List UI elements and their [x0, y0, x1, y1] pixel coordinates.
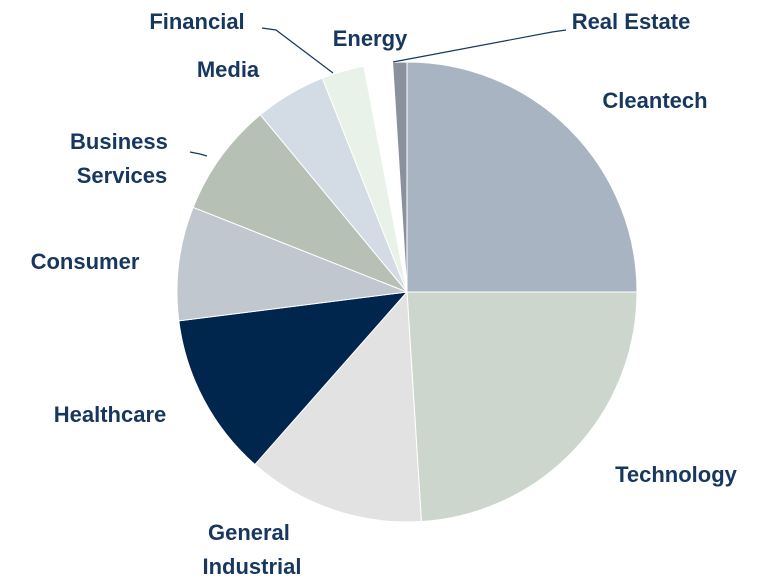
slice-label: Real Estate: [572, 9, 691, 34]
pie-slice: [392, 61, 408, 293]
slice-label: Cleantech: [602, 88, 707, 113]
pie-slice: [192, 114, 408, 293]
leader-line: [392, 29, 567, 63]
pie-slice: [254, 290, 422, 523]
slice-label: Financial: [149, 9, 244, 34]
slice-label: Technology: [615, 462, 738, 487]
slice-label: Consumer: [31, 249, 140, 274]
pie-slice: [406, 61, 638, 293]
slice-label: Media: [197, 57, 260, 82]
leader-line: [189, 151, 208, 157]
pie-slice: [406, 291, 638, 523]
slice-label: Healthcare: [54, 402, 167, 427]
leader-line: [261, 27, 334, 74]
pie-slice: [178, 291, 409, 466]
slice-label: Energy: [333, 26, 408, 51]
slice-label: Business Services: [70, 129, 174, 188]
pie-slice: [176, 206, 408, 322]
slice-label: General Industrial: [202, 520, 301, 579]
